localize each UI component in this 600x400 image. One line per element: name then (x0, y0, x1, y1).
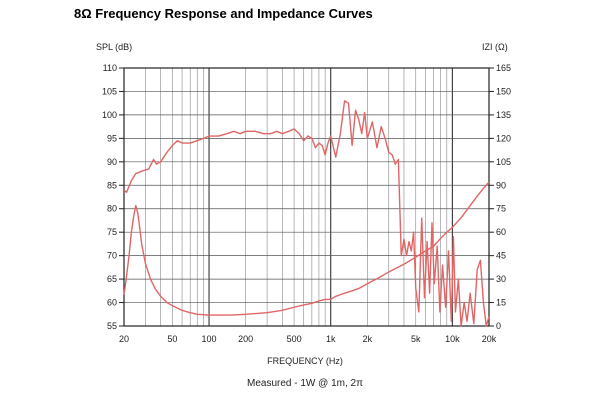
y-right-tick-label: 0 (496, 321, 501, 331)
y-right-tick-label: 135 (496, 110, 511, 120)
y-left-tick-label: 110 (103, 63, 117, 73)
y-left-tick-label: 70 (107, 251, 117, 261)
x-ticks: 20 50 100 200 500 1k 2k 5k 10k 20k (119, 334, 497, 344)
x-tick-label: 200 (238, 334, 253, 344)
y-left-tick-label: 60 (107, 298, 117, 308)
y-right-tick-label: 165 (496, 63, 511, 73)
y-left-tick-label: 85 (107, 180, 117, 190)
y-left-tick-label: 105 (102, 86, 117, 96)
x-tick-label: 10k (445, 334, 460, 344)
chart-caption: Measured - 1W @ 1m, 2π (247, 378, 363, 389)
y-right-tick-label: 90 (496, 180, 506, 190)
page-title: 8Ω Frequency Response and Impedance Curv… (74, 6, 373, 21)
y-left-tick-label: 65 (107, 274, 117, 284)
y-right-tick-label: 105 (496, 157, 511, 167)
y-left-tick-label: 55 (107, 321, 117, 331)
y-right-tick-label: 30 (496, 274, 506, 284)
x-tick-label: 500 (287, 334, 302, 344)
y-left-tick-label: 75 (107, 227, 117, 237)
series-group (123, 100, 490, 327)
y-right-ticks: 0 15 30 45 60 75 90 105 120 135 150 165 (489, 63, 511, 331)
spl-response-line (123, 100, 490, 327)
y-right-tick-label: 120 (496, 133, 511, 143)
y-left-tick-label: 100 (102, 110, 117, 120)
y-right-tick-label: 15 (496, 298, 506, 308)
y-left-tick-label: 90 (107, 157, 117, 167)
x-tick-label: 20k (482, 334, 497, 344)
y-axis-left-title: SPL (dB) (96, 42, 132, 52)
x-axis-title: FREQUENCY (Hz) (267, 356, 343, 366)
y-right-tick-label: 75 (496, 204, 506, 214)
y-right-tick-label: 45 (496, 251, 506, 261)
y-right-tick-label: 60 (496, 227, 506, 237)
y-right-tick-label: 150 (496, 86, 511, 96)
impedance-line (123, 181, 490, 316)
y-left-tick-label: 95 (107, 133, 117, 143)
y-left-ticks: 55 60 65 70 75 80 85 90 95 100 105 110 (102, 63, 124, 331)
x-tick-label: 1k (326, 334, 336, 344)
x-tick-label: 20 (119, 334, 129, 344)
x-tick-label: 2k (363, 334, 373, 344)
y-axis-right-title: IZI (Ω) (482, 42, 508, 52)
x-tick-label: 5k (411, 334, 421, 344)
y-left-tick-label: 80 (107, 204, 117, 214)
grid (123, 67, 490, 327)
x-tick-label: 50 (167, 334, 177, 344)
plot-frame (123, 67, 490, 327)
x-tick-label: 100 (202, 334, 217, 344)
